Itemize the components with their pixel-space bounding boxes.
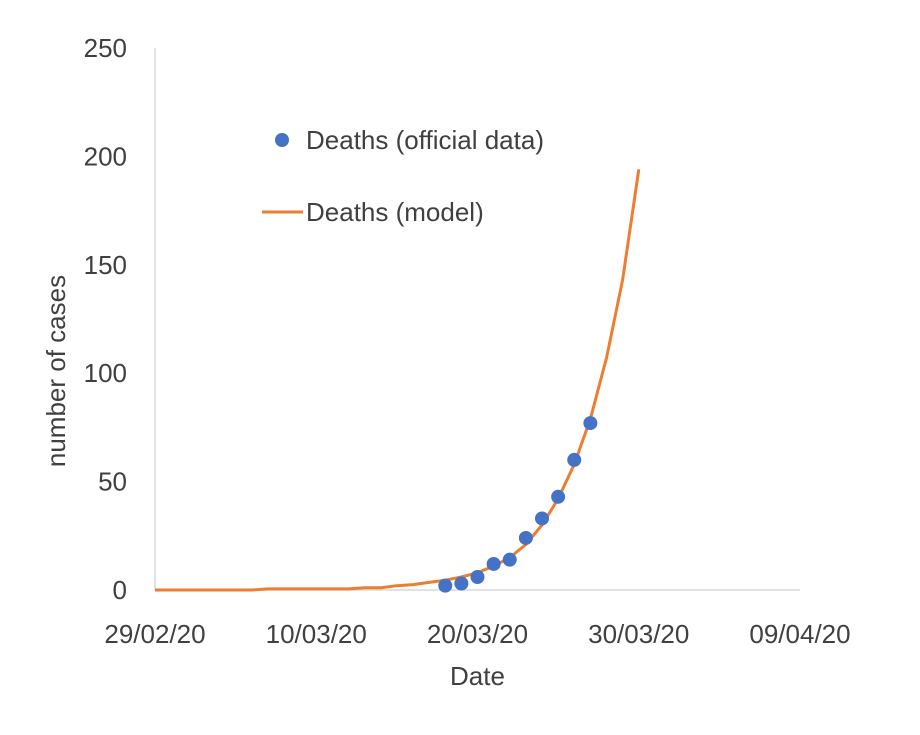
data-point (583, 416, 598, 431)
data-point (438, 578, 453, 593)
legend-label-model: Deaths (model) (306, 197, 484, 227)
data-point (551, 489, 566, 504)
x-tick-label: 10/03/20 (266, 619, 367, 649)
y-tick-label: 50 (98, 467, 127, 497)
data-point (502, 552, 517, 567)
y-tick-label: 200 (84, 141, 127, 171)
data-point (567, 452, 582, 467)
x-tick-label: 29/02/20 (104, 619, 205, 649)
model-line (155, 169, 641, 592)
y-tick-label: 250 (84, 33, 127, 63)
data-point (535, 511, 549, 526)
y-tick-label: 150 (84, 250, 127, 280)
x-tick-label: 20/03/20 (427, 619, 528, 649)
x-axis-title: Date (450, 661, 505, 691)
x-axis: 29/02/20 10/03/20 20/03/20 30/03/20 09/04/20 (104, 589, 851, 649)
data-point (486, 556, 501, 571)
y-axis-title: number of cases (41, 275, 71, 467)
x-tick-label: 09/04/20 (749, 619, 850, 649)
y-tick-label: 0 (113, 575, 127, 605)
y-tick-label: 100 (84, 358, 127, 388)
data-point (470, 569, 485, 584)
legend: Deaths (official data) Deaths (model) (262, 125, 544, 227)
legend-marker-official-data (275, 133, 289, 147)
data-point (454, 576, 469, 591)
plot-area (155, 169, 641, 593)
data-point (518, 530, 533, 545)
y-axis: 0 50 100 150 200 250 (84, 33, 156, 605)
legend-label-official-data: Deaths (official data) (306, 125, 544, 155)
x-tick-label: 30/03/20 (588, 619, 689, 649)
